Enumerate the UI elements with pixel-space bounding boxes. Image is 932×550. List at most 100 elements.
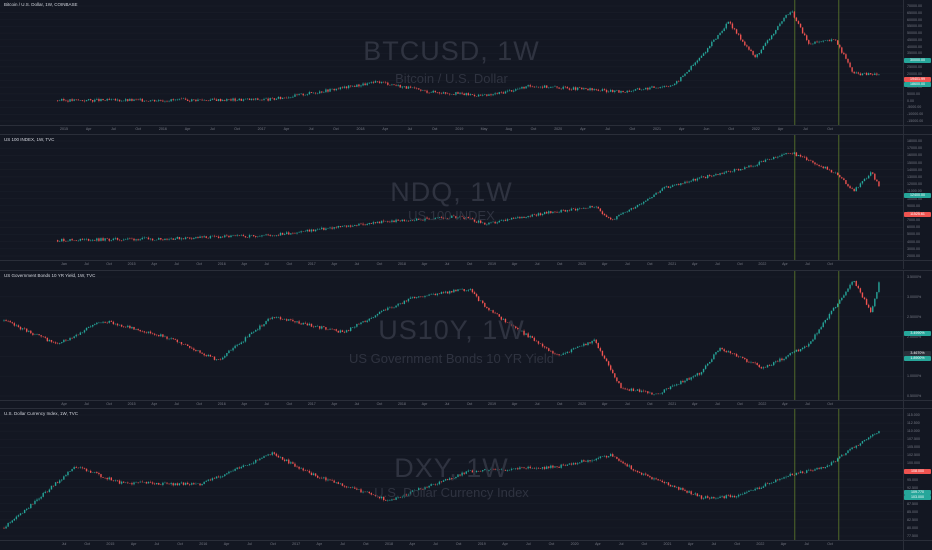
us10y-price-scale[interactable]: 3.5000%3.0000%2.5000%2.0000%1.5000%1.000… (903, 271, 932, 408)
dxy-candle (626, 464, 628, 467)
dxy-candle (81, 467, 84, 469)
us10y-candle (65, 339, 67, 341)
us10y-candle (205, 355, 207, 357)
us10y-candle (271, 317, 273, 319)
btcusd-pane[interactable]: BTCUSD, 1W Bitcoin / U.S. Dollar Bitcoin… (0, 0, 932, 134)
us10y-candle (855, 280, 857, 286)
us10y-candle (816, 333, 818, 335)
us10y-candle (696, 373, 699, 376)
dxy-candle (110, 477, 113, 481)
pane-divider-2[interactable] (0, 270, 932, 271)
btcusd-candle (465, 93, 467, 96)
ndq-price-scale[interactable]: 18000.00 17000.00 16000.00 15000.00 14000.00… (903, 135, 932, 269)
us10y-candle (713, 354, 715, 360)
dxy-candle (168, 483, 170, 485)
us10y-candle (843, 295, 845, 298)
ndq-candle (733, 169, 736, 172)
dxy-candle (702, 498, 705, 499)
btcusd-candle (129, 99, 131, 101)
dxy-plot[interactable] (0, 409, 903, 550)
btcusd-candle (267, 98, 269, 101)
ndq-candle (564, 210, 566, 212)
us10y-candle (407, 298, 410, 302)
dxy-price-scale[interactable]: 115.000 112.500 110.000 107.500 105.000 102.5… (903, 409, 932, 550)
btcusd-candle (339, 87, 342, 90)
us10y-candle (601, 350, 604, 356)
btcusd-candle (349, 85, 352, 87)
ndq-candle (814, 162, 816, 165)
btcusd-candle (801, 27, 804, 34)
dxy-time-tick: 2019 (477, 542, 486, 546)
btcusd-candle (490, 94, 492, 96)
dxy-time-tick: 2016 (199, 542, 208, 546)
ndq-candle (709, 175, 711, 176)
ndq-candle (706, 175, 709, 178)
btcusd-candle (302, 93, 304, 96)
ndq-candle (100, 238, 102, 241)
dxy-candle (779, 479, 781, 481)
btcusd-candle (292, 96, 294, 98)
us10y-candle (824, 320, 826, 323)
us10y-plot[interactable] (0, 271, 903, 408)
ndq-candle (525, 217, 527, 218)
dxy-candle (430, 484, 432, 486)
btcusd-price-tick: 20000.00 (907, 71, 922, 76)
ndq-candle (552, 211, 554, 213)
dxy-candle (548, 466, 550, 468)
ndq-candle (680, 183, 682, 185)
btcusd-candle (118, 99, 121, 102)
dxy-time-tick: Oct (177, 542, 183, 546)
dxy-candle (151, 482, 154, 484)
ndq-time-tick: Jul (624, 262, 630, 266)
us10y-candle (455, 289, 457, 292)
us10y-candle (17, 325, 20, 327)
us10y-candle (248, 333, 251, 338)
us10y-candle (403, 300, 406, 304)
dxy-candle (744, 492, 746, 495)
btcusd-candle (845, 54, 847, 59)
ndq-candle (647, 198, 649, 201)
dxy-candle (863, 440, 866, 442)
us10y-candle (651, 392, 653, 395)
ndq-candle (310, 229, 313, 232)
us10y-candle (5, 320, 7, 321)
dxy-candle (552, 465, 554, 468)
ndq-candle (69, 239, 71, 241)
ndq-candle (349, 225, 352, 227)
ndq-candle (506, 219, 509, 221)
dxy-candle (849, 449, 851, 451)
us10y-candle (770, 365, 773, 366)
us10y-pane[interactable]: US10Y, 1W US Government Bonds 10 YR Yiel… (0, 271, 932, 408)
ndq-candle (147, 237, 150, 240)
pane-divider-3[interactable] (0, 408, 932, 409)
us10y-candle (839, 300, 841, 304)
ndq-time-tick: Jul (354, 262, 360, 266)
ndq-pane[interactable]: NDQ, 1W US 100 INDEX US 100 INDEX, 1W, T… (0, 135, 932, 269)
btcusd-candle (723, 28, 725, 32)
btcusd-price-scale[interactable]: 70000.00 65000.00 60000.00 55000.00 50000.00… (903, 0, 932, 134)
btcusd-candle (686, 72, 688, 74)
btcusd-candle (442, 92, 445, 94)
us10y-candle (176, 339, 179, 343)
dxy-candle (768, 483, 771, 484)
btcusd-plot[interactable] (0, 0, 903, 134)
btcusd-candle (834, 39, 837, 41)
ndq-plot[interactable] (0, 135, 903, 269)
dxy-candle (628, 465, 630, 467)
btcusd-candle (562, 86, 564, 89)
pane-divider-1[interactable] (0, 134, 932, 135)
dxy-candle (587, 460, 589, 462)
btcusd-candle (775, 30, 777, 34)
dxy-candle (451, 478, 453, 480)
ndq-candle (184, 237, 187, 240)
us10y-candle (473, 292, 476, 295)
dxy-pane[interactable]: DXY, 1W U.S. Dollar Currency Index U.S. … (0, 409, 932, 550)
ndq-pane-title: US 100 INDEX, 1W, TVC (4, 137, 55, 142)
btcusd-time-tick: Jul (308, 127, 314, 131)
ndq-candle (401, 219, 403, 222)
dxy-candle (649, 476, 651, 478)
dxy-candle (428, 485, 430, 488)
dxy-candle (65, 475, 67, 477)
us10y-candle (715, 352, 717, 355)
btcusd-candle (706, 48, 709, 53)
